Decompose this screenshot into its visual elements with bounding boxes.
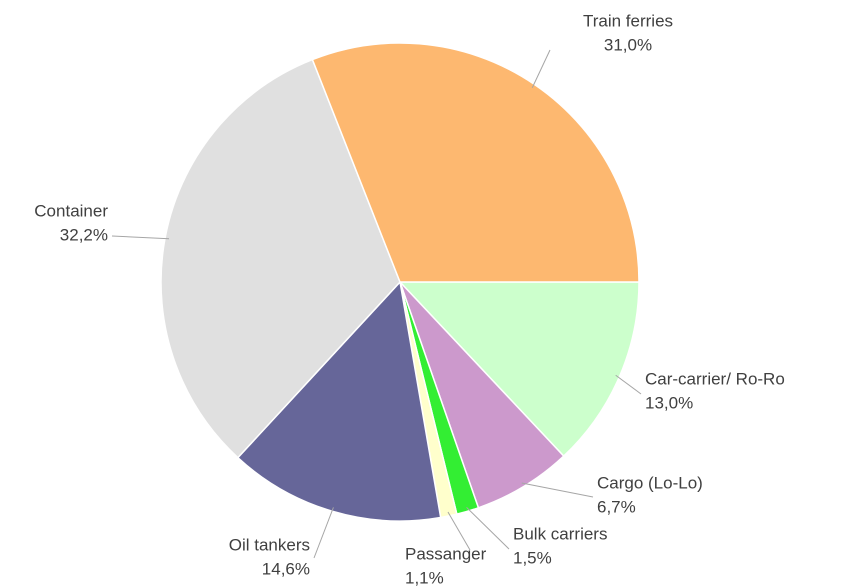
leader-line <box>111 235 170 240</box>
pie-slice <box>311 42 640 283</box>
pie-slice <box>398 281 640 458</box>
leader-line <box>521 482 594 498</box>
slice-label: Cargo (Lo-Lo) <box>597 473 703 492</box>
leader-line <box>615 374 642 395</box>
value-label: 1,1% <box>405 568 444 587</box>
value-label: 32,2% <box>60 225 108 244</box>
leader-line <box>313 507 334 559</box>
value-label: 14,6% <box>262 559 310 578</box>
pie-slice <box>160 58 401 459</box>
leader-line <box>466 507 510 550</box>
leader-line <box>447 511 471 551</box>
slice-label: Bulk carriers <box>513 524 607 543</box>
value-label: 13,0% <box>645 393 693 412</box>
leader-line <box>531 49 551 88</box>
slice-label: Oil tankers <box>229 535 310 554</box>
slice-label: Train ferries <box>583 11 673 30</box>
value-label: 31,0% <box>604 35 652 54</box>
slice-label: Container <box>34 201 108 220</box>
slice-label: Passanger <box>405 544 487 563</box>
slice-label: Car-carrier/ Ro-Ro <box>645 369 785 388</box>
value-label: 1,5% <box>513 548 552 567</box>
value-label: 6,7% <box>597 497 636 516</box>
